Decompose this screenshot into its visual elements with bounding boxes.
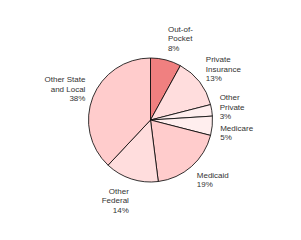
svg-text:Medicare5%: Medicare5% [220, 123, 253, 142]
svg-text:PrivateInsurance13%: PrivateInsurance13% [206, 55, 242, 83]
svg-text:OtherPrivate3%: OtherPrivate3% [220, 93, 245, 121]
svg-text:Other Stateand Local38%: Other Stateand Local38% [44, 75, 85, 103]
svg-text:OtherFederal14%: OtherFederal14% [102, 186, 129, 214]
svg-text:Medicaid19%: Medicaid19% [197, 170, 229, 189]
svg-text:Out-of-Pocket8%: Out-of-Pocket8% [168, 24, 193, 52]
